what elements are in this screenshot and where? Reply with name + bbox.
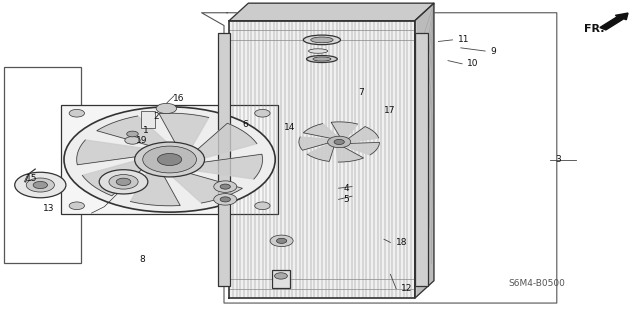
Ellipse shape bbox=[307, 56, 337, 63]
Bar bbox=[415, 33, 428, 286]
Text: 12: 12 bbox=[401, 284, 413, 293]
Polygon shape bbox=[342, 143, 380, 155]
Text: 16: 16 bbox=[173, 94, 185, 103]
Polygon shape bbox=[229, 3, 434, 21]
Text: 2: 2 bbox=[154, 112, 159, 121]
Polygon shape bbox=[303, 124, 339, 139]
Polygon shape bbox=[191, 154, 262, 179]
Ellipse shape bbox=[308, 49, 328, 53]
Text: 15: 15 bbox=[26, 174, 37, 183]
Bar bbox=[141, 111, 155, 128]
Circle shape bbox=[69, 109, 84, 117]
FancyArrow shape bbox=[600, 13, 628, 30]
Text: 4: 4 bbox=[344, 184, 349, 193]
Polygon shape bbox=[97, 116, 170, 147]
Circle shape bbox=[328, 136, 351, 148]
Text: 17: 17 bbox=[384, 106, 396, 115]
Circle shape bbox=[157, 153, 182, 166]
Text: 18: 18 bbox=[396, 238, 407, 247]
Bar bbox=[4, 67, 81, 263]
Circle shape bbox=[116, 178, 131, 185]
Polygon shape bbox=[229, 21, 415, 298]
Circle shape bbox=[275, 273, 287, 279]
Polygon shape bbox=[83, 160, 145, 196]
Text: 19: 19 bbox=[136, 136, 148, 145]
Polygon shape bbox=[77, 140, 148, 165]
Circle shape bbox=[220, 184, 230, 189]
Circle shape bbox=[26, 178, 54, 192]
Polygon shape bbox=[299, 137, 333, 150]
Ellipse shape bbox=[311, 37, 333, 43]
Circle shape bbox=[127, 131, 138, 137]
Circle shape bbox=[64, 107, 275, 212]
Circle shape bbox=[214, 181, 237, 192]
Text: S6M4-B0500: S6M4-B0500 bbox=[509, 279, 566, 288]
Circle shape bbox=[99, 170, 148, 194]
Text: 13: 13 bbox=[43, 204, 54, 213]
Circle shape bbox=[125, 137, 140, 144]
Text: FR.: FR. bbox=[584, 24, 605, 34]
Polygon shape bbox=[346, 127, 379, 143]
Text: 11: 11 bbox=[458, 35, 469, 44]
Circle shape bbox=[270, 235, 293, 247]
Circle shape bbox=[214, 194, 237, 205]
Circle shape bbox=[255, 202, 270, 210]
Text: 14: 14 bbox=[284, 123, 296, 132]
Circle shape bbox=[143, 146, 196, 173]
Bar bbox=[61, 105, 278, 214]
Text: 10: 10 bbox=[467, 59, 479, 68]
Polygon shape bbox=[159, 113, 209, 149]
Circle shape bbox=[276, 238, 287, 243]
Text: 9: 9 bbox=[490, 47, 496, 56]
Circle shape bbox=[109, 174, 138, 189]
Polygon shape bbox=[170, 172, 243, 203]
Circle shape bbox=[134, 142, 205, 177]
Circle shape bbox=[15, 172, 66, 198]
Circle shape bbox=[156, 103, 177, 114]
Ellipse shape bbox=[313, 57, 331, 61]
Text: 3: 3 bbox=[556, 155, 561, 164]
Circle shape bbox=[220, 197, 230, 202]
Text: 1: 1 bbox=[143, 126, 149, 135]
Polygon shape bbox=[415, 3, 434, 298]
Polygon shape bbox=[331, 122, 358, 139]
Bar bbox=[218, 33, 230, 286]
Circle shape bbox=[33, 182, 47, 189]
Circle shape bbox=[334, 139, 344, 145]
Circle shape bbox=[69, 202, 84, 210]
Polygon shape bbox=[131, 170, 180, 206]
Polygon shape bbox=[195, 123, 257, 160]
Ellipse shape bbox=[303, 35, 340, 45]
Bar bbox=[272, 270, 290, 288]
Polygon shape bbox=[307, 143, 335, 161]
Text: 7: 7 bbox=[358, 88, 364, 97]
Circle shape bbox=[255, 109, 270, 117]
Text: 6: 6 bbox=[242, 120, 248, 129]
Text: 5: 5 bbox=[344, 195, 349, 204]
Text: 8: 8 bbox=[140, 256, 145, 264]
Polygon shape bbox=[336, 145, 364, 162]
